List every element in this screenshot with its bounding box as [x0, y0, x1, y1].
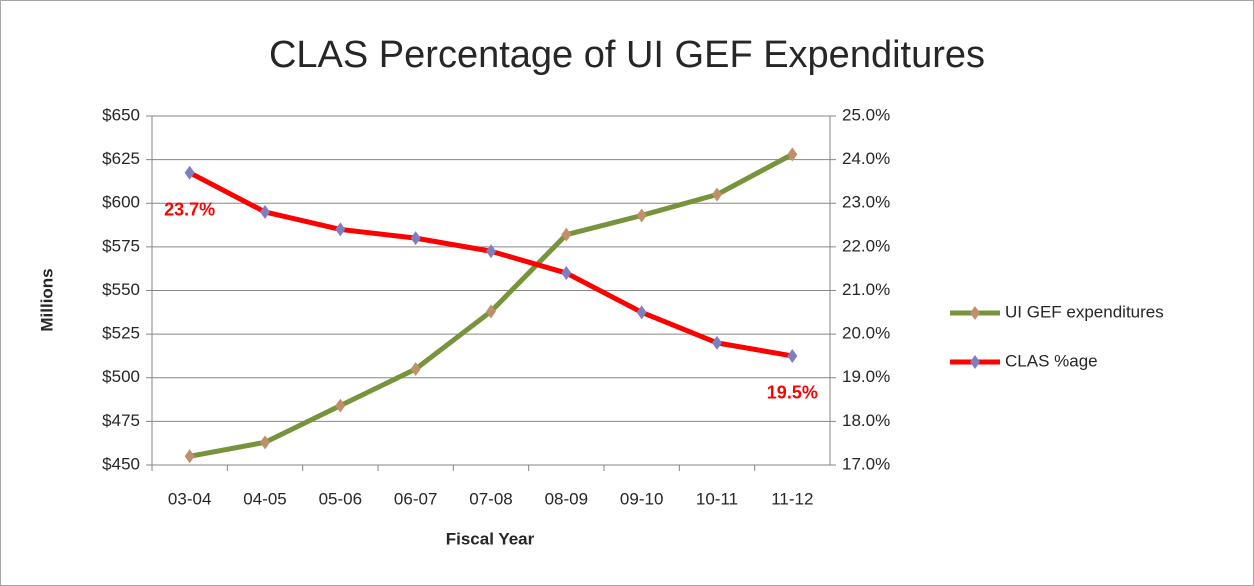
- y-tick-label: $625: [102, 149, 140, 168]
- y-tick-label: $575: [102, 236, 140, 255]
- y2-tick-label: 21.0%: [842, 280, 890, 299]
- y2-tick-label: 25.0%: [842, 105, 890, 124]
- y-tick-label: $500: [102, 367, 140, 386]
- marker: [712, 335, 722, 350]
- marker: [410, 231, 421, 246]
- x-tick-label: 10-11: [696, 489, 738, 508]
- x-tick-label: 04-05: [243, 489, 286, 508]
- y-axis-label: Millions: [37, 268, 56, 331]
- marker: [260, 204, 270, 219]
- y2-tick-label: 23.0%: [842, 193, 890, 212]
- y2-tick-label: 22.0%: [842, 236, 890, 255]
- marker: [787, 147, 798, 162]
- marker: [410, 362, 421, 377]
- marker: [260, 435, 270, 450]
- legend-label: CLAS %age: [1005, 351, 1098, 370]
- y-tick-label: $475: [102, 411, 140, 430]
- marker: [636, 305, 647, 320]
- legend-marker: [970, 306, 980, 320]
- marker: [184, 449, 195, 464]
- marker: [561, 266, 572, 281]
- marker: [486, 244, 496, 259]
- marker: [636, 208, 647, 223]
- marker: [335, 398, 346, 413]
- y-tick-label: $650: [102, 105, 140, 124]
- legend-label: UI GEF expenditures: [1005, 302, 1164, 321]
- y-tick-label: $450: [102, 454, 140, 473]
- y2-tick-label: 19.0%: [842, 367, 890, 386]
- data-label: 23.7%: [164, 199, 215, 219]
- y2-tick-label: 24.0%: [842, 149, 890, 168]
- y2-tick-label: 17.0%: [842, 454, 890, 473]
- x-tick-label: 09-10: [620, 489, 663, 508]
- marker: [184, 165, 195, 180]
- legend-marker: [970, 355, 980, 369]
- x-tick-label: 11-12: [771, 489, 813, 508]
- x-tick-label: 05-06: [319, 489, 362, 508]
- marker: [712, 187, 722, 202]
- x-tick-label: 08-09: [545, 489, 588, 508]
- x-axis-label: Fiscal Year: [446, 529, 535, 548]
- y2-tick-label: 20.0%: [842, 324, 890, 343]
- marker: [561, 227, 572, 242]
- y-tick-label: $525: [102, 324, 140, 343]
- x-tick-label: 07-08: [469, 489, 512, 508]
- marker: [787, 348, 798, 363]
- y-tick-label: $550: [102, 280, 140, 299]
- y2-tick-label: 18.0%: [842, 411, 890, 430]
- x-tick-label: 03-04: [168, 489, 211, 508]
- data-label: 19.5%: [767, 383, 818, 403]
- chart-title: CLAS Percentage of UI GEF Expenditures: [269, 34, 985, 76]
- x-tick-label: 06-07: [394, 489, 437, 508]
- marker: [486, 304, 496, 319]
- marker: [335, 222, 346, 237]
- y-tick-label: $600: [102, 193, 140, 212]
